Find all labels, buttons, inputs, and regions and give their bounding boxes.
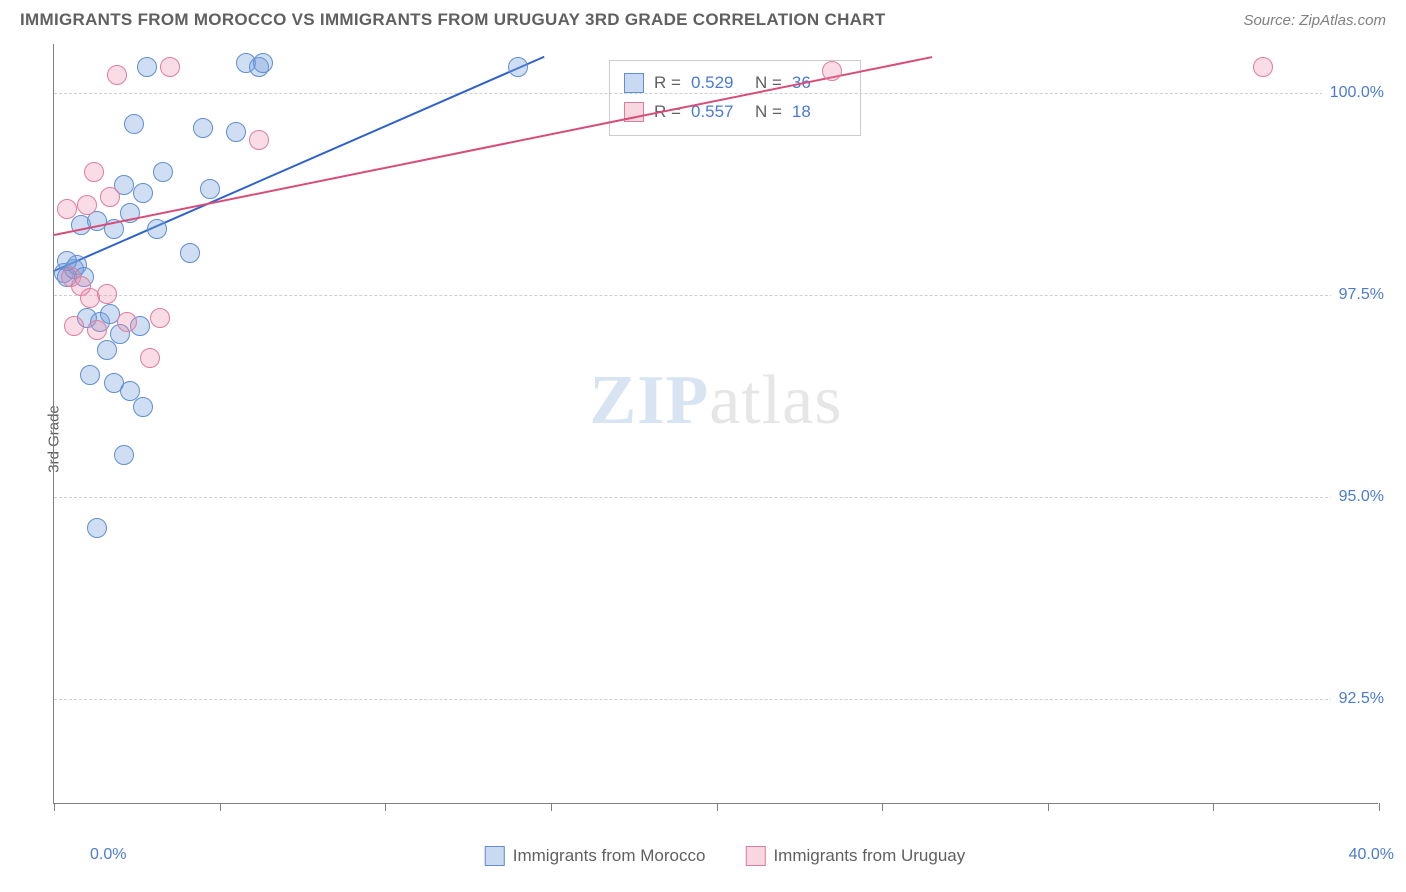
gridline	[54, 295, 1378, 296]
data-point	[226, 122, 246, 142]
data-point	[249, 130, 269, 150]
data-point	[180, 243, 200, 263]
gridline	[54, 699, 1378, 700]
data-point	[140, 348, 160, 368]
x-tick	[882, 803, 883, 811]
gridline	[54, 93, 1378, 94]
data-point	[193, 118, 213, 138]
data-point	[133, 397, 153, 417]
legend-item: Immigrants from Morocco	[485, 846, 706, 866]
x-tick	[1048, 803, 1049, 811]
data-point	[97, 284, 117, 304]
data-point	[87, 320, 107, 340]
data-point	[1253, 57, 1273, 77]
data-point	[137, 57, 157, 77]
legend-swatch	[485, 846, 505, 866]
data-point	[114, 445, 134, 465]
r-value: 0.529	[691, 69, 745, 98]
n-value: 18	[792, 98, 846, 127]
x-tick	[220, 803, 221, 811]
x-tick	[551, 803, 552, 811]
x-tick	[54, 803, 55, 811]
data-point	[77, 195, 97, 215]
legend-stat-row: R =0.529N =36	[624, 69, 846, 98]
data-point	[160, 57, 180, 77]
x-min-label: 0.0%	[90, 846, 126, 864]
y-tick-label: 97.5%	[1331, 286, 1384, 304]
data-point	[508, 57, 528, 77]
y-tick-label: 95.0%	[1331, 488, 1384, 506]
y-tick-label: 100.0%	[1322, 84, 1384, 102]
data-point	[253, 53, 273, 73]
x-tick	[1379, 803, 1380, 811]
gridline	[54, 497, 1378, 498]
data-point	[153, 162, 173, 182]
watermark: ZIPatlas	[590, 361, 843, 441]
data-point	[150, 308, 170, 328]
data-point	[133, 183, 153, 203]
legend-item: Immigrants from Uruguay	[745, 846, 965, 866]
bottom-legend: Immigrants from Morocco Immigrants from U…	[485, 846, 965, 866]
data-point	[107, 65, 127, 85]
series-name: Immigrants from Uruguay	[773, 846, 965, 866]
legend-swatch	[624, 73, 644, 93]
x-tick	[1213, 803, 1214, 811]
x-max-label: 40.0%	[1349, 846, 1394, 864]
data-point	[87, 518, 107, 538]
data-point	[97, 340, 117, 360]
data-point	[100, 187, 120, 207]
data-point	[80, 365, 100, 385]
trend-line	[54, 56, 932, 236]
chart-title: IMMIGRANTS FROM MOROCCO VS IMMIGRANTS FR…	[20, 10, 886, 30]
series-name: Immigrants from Morocco	[513, 846, 706, 866]
plot-region: ZIPatlas R =0.529N =36R =0.557N =18 92.5…	[53, 44, 1378, 804]
data-point	[84, 162, 104, 182]
x-tick	[385, 803, 386, 811]
data-point	[147, 219, 167, 239]
trend-line	[54, 56, 545, 272]
data-point	[57, 199, 77, 219]
data-point	[200, 179, 220, 199]
source-label: Source: ZipAtlas.com	[1243, 12, 1386, 29]
x-tick	[717, 803, 718, 811]
chart-area: 3rd Grade ZIPatlas R =0.529N =36R =0.557…	[50, 44, 1400, 834]
y-tick-label: 92.5%	[1331, 690, 1384, 708]
data-point	[822, 61, 842, 81]
data-point	[64, 316, 84, 336]
data-point	[124, 114, 144, 134]
legend-swatch	[745, 846, 765, 866]
data-point	[117, 312, 137, 332]
